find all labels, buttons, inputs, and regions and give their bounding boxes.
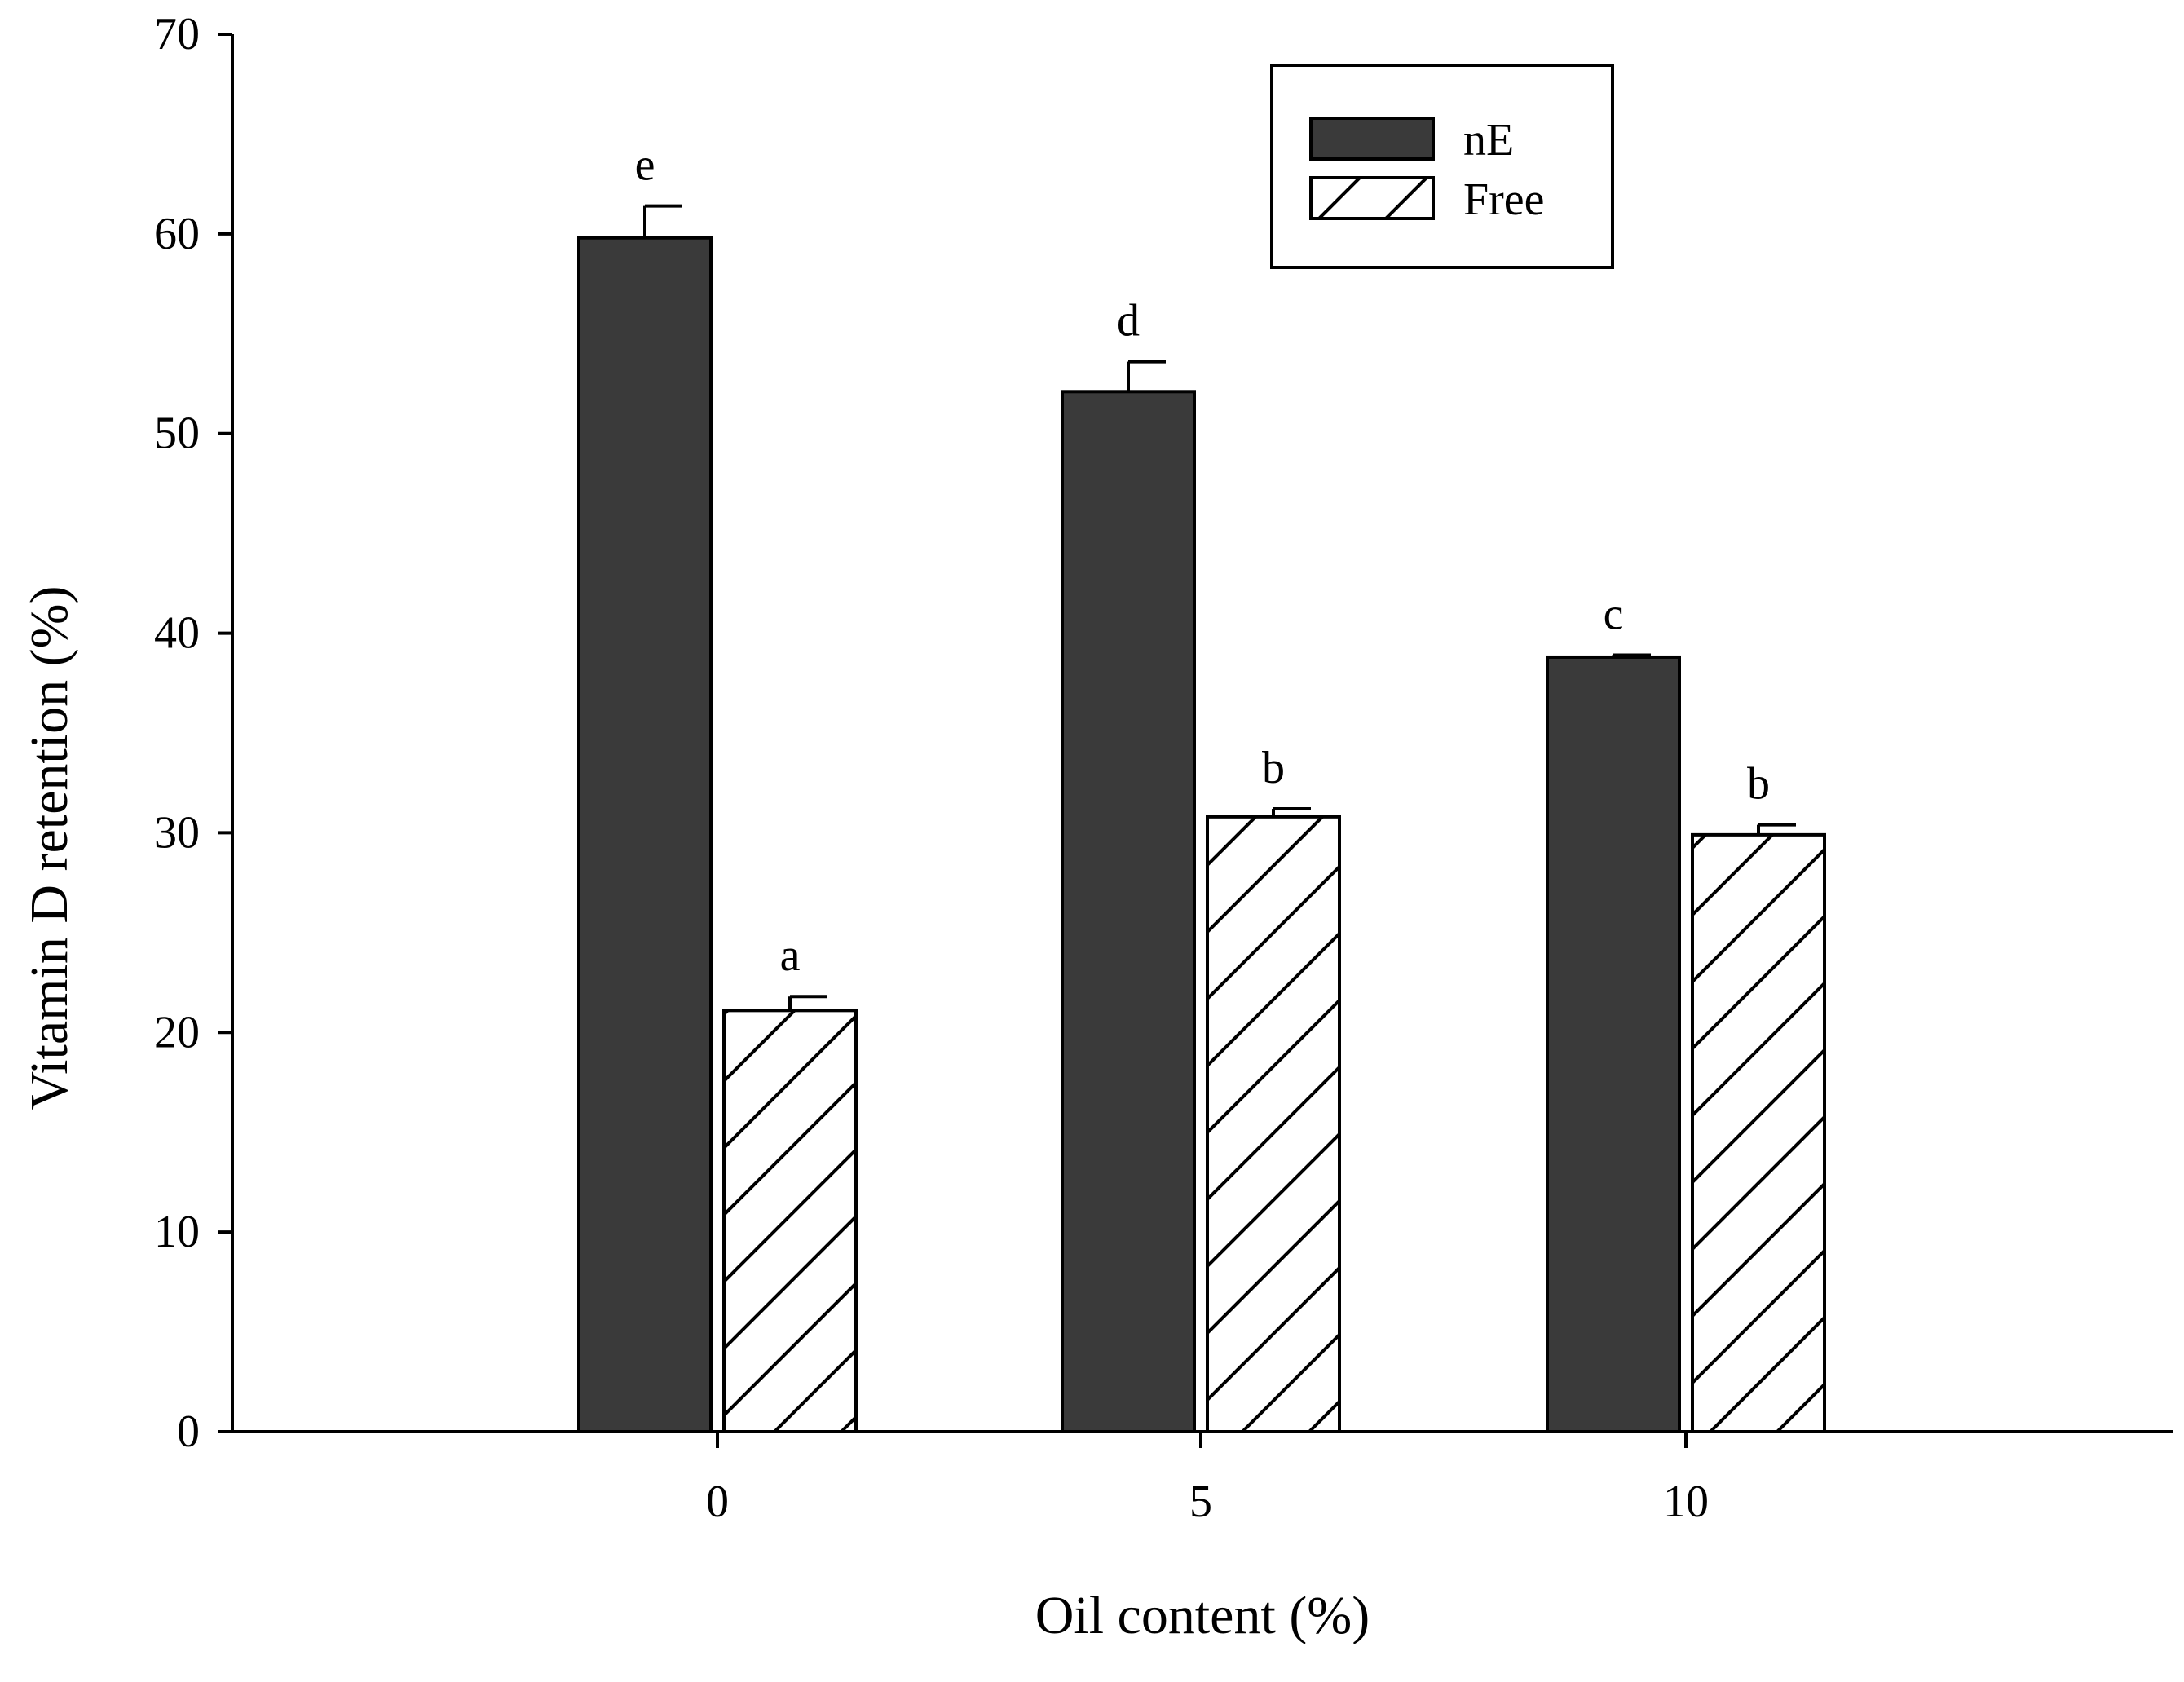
bar-ne-5	[1061, 390, 1196, 1433]
significance-label-ne-10: c	[1604, 589, 1624, 640]
y-tick-label-20: 20	[154, 1007, 200, 1057]
x-tick-label-10: 10	[1663, 1477, 1709, 1527]
significance-label-free-0: a	[780, 930, 801, 981]
legend-label-ne: nE	[1463, 115, 1514, 166]
x-tick-label-5: 5	[1189, 1477, 1212, 1527]
y-tick-label-60: 60	[154, 209, 200, 259]
ticks-layer: 0 10 20 30 40 50 60 70 0 5 10	[154, 9, 1709, 1527]
bars-layer	[577, 236, 1826, 1433]
error-bars-layer	[643, 204, 1796, 1011]
bar-ne-10	[1546, 655, 1681, 1433]
legend-label-free: Free	[1463, 174, 1545, 225]
significance-label-ne-0: e	[635, 140, 655, 191]
bar-ne-0	[577, 236, 713, 1433]
y-tick-label-30: 30	[154, 807, 200, 858]
y-tick-label-10: 10	[154, 1207, 200, 1257]
x-axis-title: Oil content (%)	[1035, 1586, 1370, 1645]
significance-label-ne-5: d	[1117, 296, 1140, 347]
y-tick-label-70: 70	[154, 9, 200, 60]
y-tick-label-40: 40	[154, 608, 200, 659]
significance-label-free-5: b	[1262, 743, 1285, 793]
legend-swatch-free	[1309, 176, 1435, 220]
y-tick-label-0: 0	[177, 1406, 200, 1457]
labels-layer: e a d b c b	[635, 140, 1770, 982]
legend-swatch-ne	[1309, 117, 1435, 161]
x-tick-label-0: 0	[706, 1477, 729, 1527]
bar-free-0	[722, 1009, 858, 1433]
bar-free-5	[1206, 815, 1341, 1433]
bar-free-10	[1691, 832, 1826, 1433]
legend-frame	[1270, 64, 1614, 269]
significance-label-free-10: b	[1747, 759, 1770, 810]
axes-layer	[231, 34, 2173, 1433]
y-tick-label-50: 50	[154, 408, 200, 459]
legend: nE Free	[1270, 64, 1614, 269]
y-axis-title: Vitamin D retention (%)	[20, 585, 79, 1110]
